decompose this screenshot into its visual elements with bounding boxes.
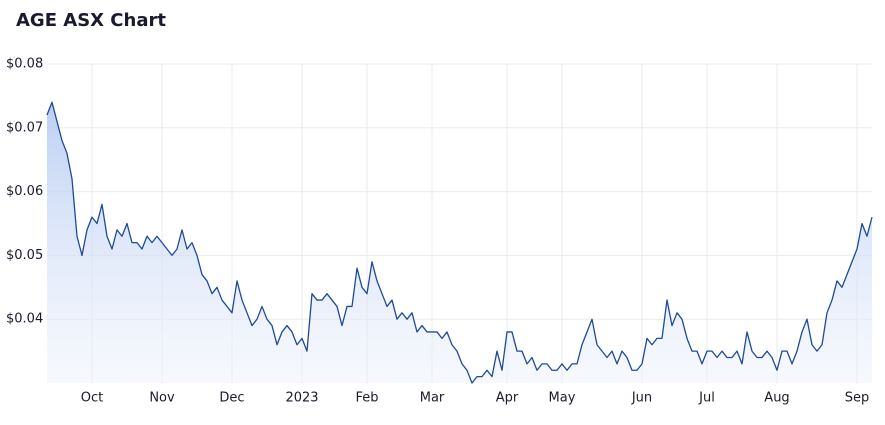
- price-line: [46, 101, 873, 384]
- x-tick-label: May: [549, 391, 576, 406]
- x-tick-label: Feb: [355, 391, 378, 406]
- area-fill: [47, 102, 872, 383]
- x-tick-label: 2023: [285, 391, 318, 406]
- x-tick-label: Oct: [81, 391, 103, 406]
- chart-title: AGE ASX Chart: [16, 10, 166, 31]
- y-tick-label: $0.08: [6, 57, 43, 72]
- y-tick-label: $0.04: [6, 312, 43, 327]
- x-tick-label: Jun: [631, 391, 652, 406]
- y-tick-label: $0.05: [6, 248, 43, 263]
- x-tick-label: Jul: [698, 391, 715, 406]
- y-tick-label: $0.06: [6, 184, 43, 199]
- x-tick-label: Sep: [845, 391, 870, 406]
- x-tick-label: Mar: [420, 391, 445, 406]
- x-tick-label: Apr: [496, 391, 519, 406]
- x-tick-label: Aug: [764, 391, 789, 406]
- x-tick-label: Dec: [219, 391, 244, 406]
- x-tick-label: Nov: [149, 391, 175, 406]
- y-tick-label: $0.07: [6, 120, 43, 135]
